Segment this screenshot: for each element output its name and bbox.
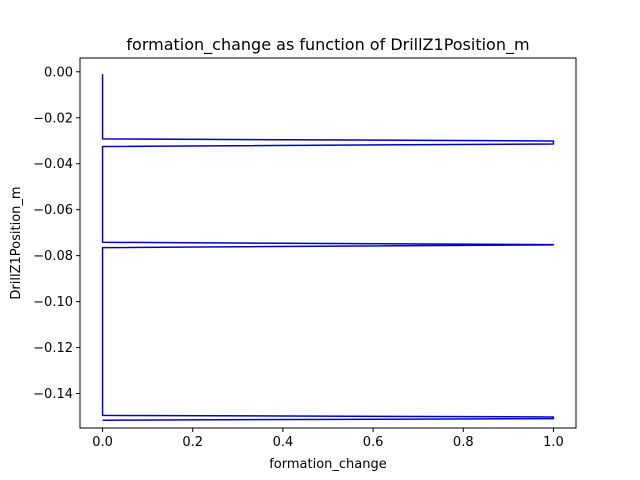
y-tick-label: −0.14 <box>33 387 73 402</box>
series-layer <box>101 74 555 421</box>
y-tick-label: −0.02 <box>33 111 73 126</box>
x-tick-label: 1.0 <box>543 435 564 450</box>
y-tick-label: −0.10 <box>33 295 73 310</box>
series-line-0 <box>101 74 555 421</box>
x-tick-label: 0.8 <box>453 435 474 450</box>
y-axis-label: DrillZ1Position_m <box>9 186 24 299</box>
x-axis: 0.0 0.2 0.4 0.6 0.8 1.0 <box>92 428 564 450</box>
x-tick-label: 0.4 <box>273 435 294 450</box>
plot-area-frame <box>79 57 577 429</box>
chart-title: formation_change as function of DrillZ1P… <box>126 35 529 55</box>
x-tick-label: 0.0 <box>92 435 113 450</box>
y-tick-label: −0.08 <box>33 249 73 264</box>
x-tick-label: 0.6 <box>363 435 384 450</box>
y-axis: 0.00 −0.02 −0.04 −0.06 −0.08 −0.10 −0.12 −0.14 <box>33 65 80 402</box>
y-tick-label: 0.00 <box>44 65 73 80</box>
y-tick-label: −0.06 <box>33 203 73 218</box>
y-tick-label: −0.12 <box>33 341 73 356</box>
x-tick-label: 0.2 <box>182 435 203 450</box>
y-tick-label: −0.04 <box>33 157 73 172</box>
x-axis-label: formation_change <box>269 457 387 472</box>
